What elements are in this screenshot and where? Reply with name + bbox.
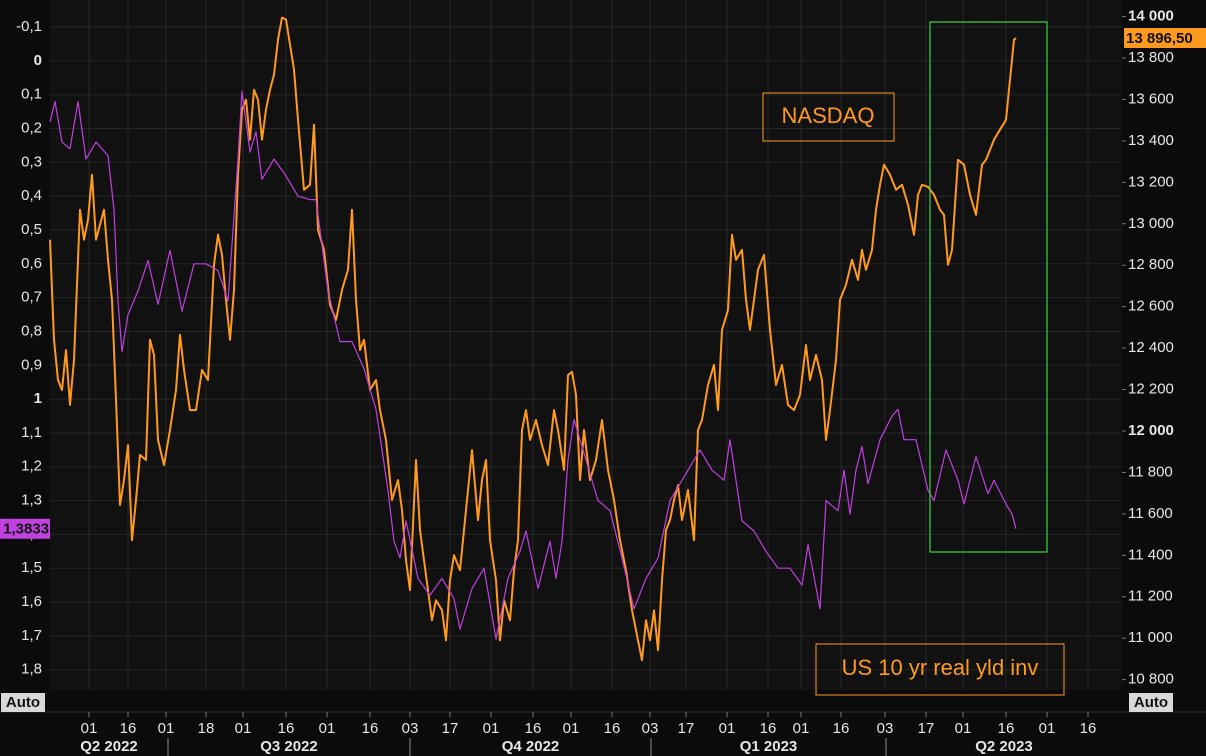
y2-tick-label: 11 400 — [1128, 546, 1173, 563]
y2-tick-label: 12 200 — [1128, 381, 1174, 398]
y-tick-label: 0,8 — [21, 322, 42, 339]
annotation: NASDAQ — [782, 103, 875, 128]
annotation-box — [815, 643, 1065, 696]
last-value-tag — [0, 518, 50, 539]
y-tick-label: 1,8 — [21, 661, 42, 678]
x-tick-label: 17 — [678, 720, 695, 737]
lines — [49, 16, 1017, 662]
x-tick-label: 03 — [402, 720, 419, 737]
quarter-label: Q2 2023 — [975, 738, 1033, 755]
y2-tick-label: 11 000 — [1128, 629, 1173, 646]
highlight-box — [929, 21, 1048, 553]
x-tick-label: 01 — [563, 720, 580, 737]
y-tick-label: 1,5 — [21, 559, 42, 576]
y2-tick-label: 13 000 — [1128, 215, 1174, 232]
y-tick-label: 0,9 — [21, 356, 42, 373]
series-line — [49, 90, 1017, 640]
y2-tick-label: 13 600 — [1128, 90, 1174, 107]
quarter-label: Q4 2022 — [502, 738, 560, 755]
x-tick-label: 03 — [642, 720, 659, 737]
y-tick-label: 1,7 — [21, 627, 42, 644]
y-tick-label: 0,4 — [21, 187, 42, 204]
x-tick-label: 16 — [278, 720, 295, 737]
y2-tick-label: 12 000 — [1128, 422, 1174, 439]
x-tick-label: 01 — [1039, 720, 1056, 737]
quarter-label: Q3 2022 — [260, 738, 318, 755]
axis-mode-label[interactable]: Auto — [1134, 694, 1168, 711]
y2-tick-label: 11 200 — [1128, 588, 1173, 605]
y-tick-label: 0,1 — [21, 86, 42, 103]
y-tick-label: -0,1 — [16, 18, 42, 35]
axis-mode-button[interactable] — [1129, 693, 1173, 712]
x-tick-label: 16 — [604, 720, 621, 737]
y-tick-label: 1,1 — [21, 424, 42, 441]
annotation-box — [762, 92, 895, 142]
x-tick-label: 16 — [362, 720, 379, 737]
x-tick-label: 01 — [158, 720, 175, 737]
annotation: US 10 yr real yld inv — [842, 655, 1039, 680]
series-line — [49, 16, 1017, 662]
x-tick-label: 01 — [319, 720, 336, 737]
x-tick-label: 01 — [719, 720, 736, 737]
y2-tick-label: 13 200 — [1128, 173, 1174, 190]
y-tick-label: 0,5 — [21, 221, 42, 238]
y-tick-label: 1,2 — [21, 458, 42, 475]
x-tick-label: 01 — [483, 720, 500, 737]
y-tick-label: 0,2 — [21, 119, 42, 136]
axes: -0,1 0 0,1 0,2 0,3 0,4 0,5 0,6 0,7 0,8 0,9 1 1,1 1,2 1… — [0, 8, 1206, 756]
quarter-label: Q1 2023 — [740, 738, 798, 755]
y2-tick-label: 11 600 — [1128, 505, 1173, 522]
x-tick-label: 01 — [235, 720, 252, 737]
y-tick-label: 0 — [34, 52, 42, 69]
y2-tick-label: 10 800 — [1128, 671, 1174, 688]
x-tick-label: 03 — [877, 720, 894, 737]
y2-tick-label: 14 000 — [1128, 8, 1174, 25]
axis-mode-label[interactable]: Auto — [6, 694, 40, 711]
y2-tick-label: 13 800 — [1128, 49, 1174, 66]
y-tick-label: 1,6 — [21, 593, 42, 610]
x-tick-label: 16 — [760, 720, 777, 737]
grid — [50, 0, 1122, 690]
y2-tick-label: 13 400 — [1128, 132, 1174, 149]
y2-tick-label: 12 600 — [1128, 298, 1174, 315]
x-tick-label: 01 — [793, 720, 810, 737]
y-tick-label: 0,7 — [21, 289, 42, 306]
plot-area — [50, 0, 1122, 690]
x-tick-label: 16 — [120, 720, 137, 737]
x-tick-label: 18 — [198, 720, 215, 737]
y-tick-label: 1 — [34, 390, 42, 407]
last-value-label: 13 896,50 — [1126, 30, 1193, 47]
y2-tick-label: 12 800 — [1128, 256, 1174, 273]
last-value-tag — [1124, 28, 1206, 49]
x-tick-label: 16 — [833, 720, 850, 737]
x-tick-label: 17 — [918, 720, 935, 737]
y2-tick-label: 11 800 — [1128, 463, 1173, 480]
x-tick-label: 16 — [1080, 720, 1097, 737]
last-value-label: 1,3833 — [3, 521, 49, 538]
y2-tick-label: 12 400 — [1128, 339, 1174, 356]
x-tick-label: 17 — [442, 720, 459, 737]
x-tick-label: 01 — [955, 720, 972, 737]
axis-mode-button[interactable] — [1, 693, 45, 712]
quarter-label: Q2 2022 — [80, 738, 138, 755]
y-tick-label: 0,3 — [21, 153, 42, 170]
x-tick-label: 01 — [81, 720, 98, 737]
y-tick-label: 1,3 — [21, 492, 42, 509]
y-tick-label: 0,6 — [21, 255, 42, 272]
x-tick-label: 16 — [998, 720, 1015, 737]
x-tick-label: 16 — [525, 720, 542, 737]
